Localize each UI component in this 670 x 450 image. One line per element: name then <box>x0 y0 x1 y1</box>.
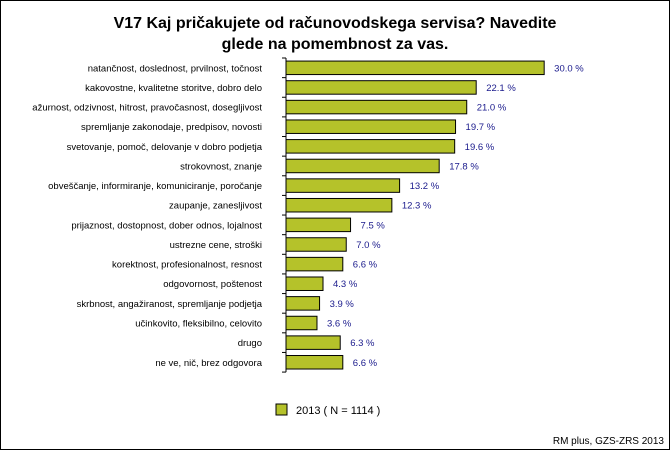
category-label: ustrezne cene, stroški <box>170 240 262 251</box>
legend-swatch <box>275 403 288 416</box>
bar <box>285 296 321 311</box>
bar <box>285 256 344 272</box>
category-label: strokovnost, znanje <box>180 161 262 172</box>
category-label: zaupanje, zanesljivost <box>169 201 262 212</box>
bar <box>285 217 352 233</box>
bar <box>285 158 440 174</box>
chart-title-line: V17 Kaj pričakujete od računovodskega se… <box>114 15 557 32</box>
category-label: učinkovito, fleksibilno, celovito <box>135 319 262 330</box>
category-label: drugo <box>238 338 262 349</box>
category-label: ne ve, nič, brez odgovora <box>155 358 262 369</box>
category-label: natančnost, doslednost, prvilnost, točno… <box>88 63 263 74</box>
value-label: 13.2 % <box>410 181 440 192</box>
category-label: ažurnost, odzivnost, hitrost, pravočasno… <box>32 103 262 114</box>
value-label: 22.1 % <box>486 83 516 94</box>
value-label: 21.0 % <box>477 103 507 114</box>
bar <box>285 60 545 76</box>
bar <box>285 178 401 193</box>
bar <box>285 119 457 134</box>
bar <box>285 139 456 154</box>
bar <box>285 355 344 370</box>
category-label: svetovanje, pomoč, delovanje v dobro pod… <box>67 142 263 153</box>
category-label: korektnost, profesionalnost, resnost <box>112 260 262 271</box>
value-label: 6.3 % <box>350 338 375 349</box>
legend-label: 2013 ( N = 1114 ) <box>296 405 380 417</box>
source-note: RM plus, GZS-ZRS 2013 <box>553 436 665 447</box>
bar <box>285 80 477 95</box>
bar <box>285 335 341 350</box>
value-label: 17.8 % <box>449 161 479 172</box>
bar <box>285 315 318 331</box>
value-label: 3.9 % <box>330 299 355 310</box>
bar <box>285 99 468 115</box>
bar <box>285 276 324 291</box>
value-label: 3.6 % <box>327 319 352 330</box>
value-label: 7.5 % <box>361 220 386 231</box>
bar <box>285 197 393 213</box>
value-label: 6.6 % <box>353 260 378 271</box>
value-label: 7.0 % <box>356 240 381 251</box>
category-label: odgovornost, poštenost <box>163 279 262 290</box>
value-label: 12.3 % <box>402 201 432 212</box>
chart-title-line: glede na pomembnost za vas. <box>222 36 449 53</box>
category-label: kakovostne, kvalitetne storitve, dobro d… <box>85 83 262 94</box>
value-label: 6.6 % <box>353 358 378 369</box>
category-label: prijaznost, dostopnost, dober odnos, loj… <box>71 220 262 231</box>
value-label: 19.7 % <box>466 122 496 133</box>
bar <box>285 237 347 252</box>
category-label: spremljanje zakonodaje, predpisov, novos… <box>81 122 262 133</box>
value-label: 4.3 % <box>333 279 358 290</box>
category-label: skrbnost, angažiranost, spremljanje podj… <box>77 299 263 310</box>
value-label: 30.0 % <box>554 63 584 74</box>
value-label: 19.6 % <box>465 142 495 153</box>
category-label: obveščanje, informiranje, komuniciranje,… <box>48 181 262 192</box>
